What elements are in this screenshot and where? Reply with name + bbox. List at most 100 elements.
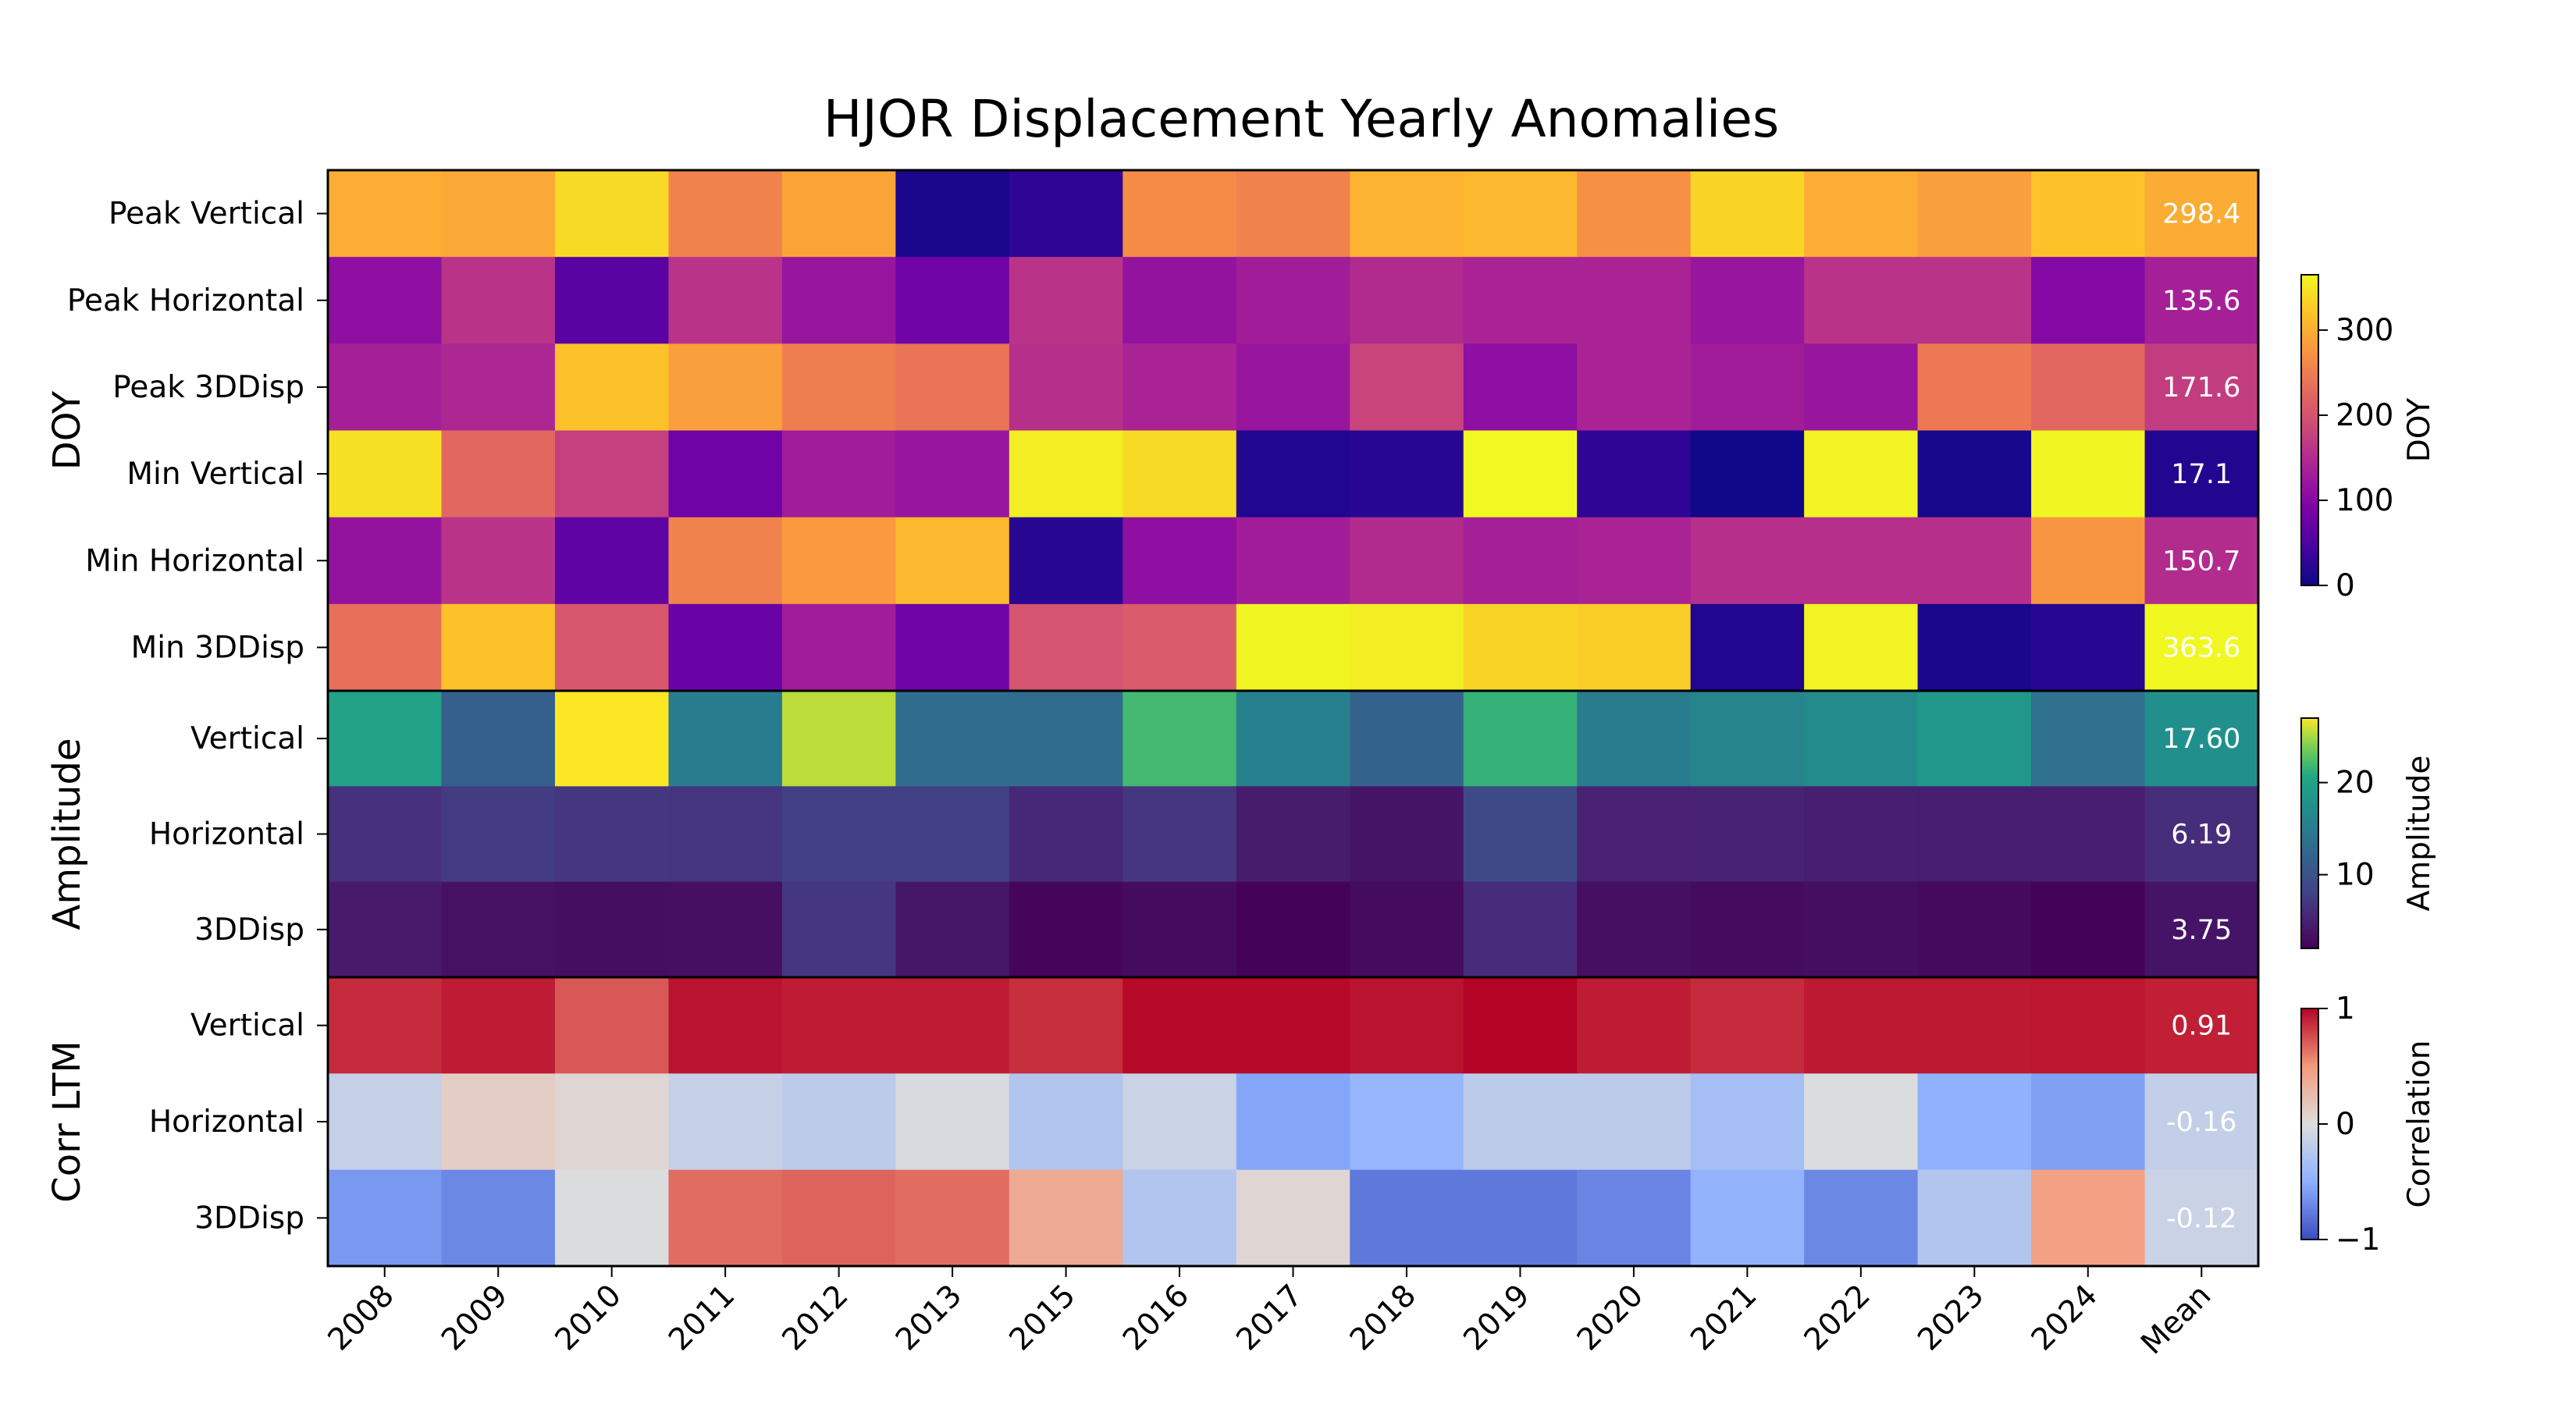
cell-doy-min-horizontal-2020 (1577, 517, 1692, 605)
cell-corr-ltm-3ddisp-2009 (441, 1169, 556, 1267)
cell-corr-ltm-vertical-2021 (1690, 977, 1805, 1074)
colorbar-label-corr-ltm: Correlation (2402, 1040, 2437, 1208)
cell-doy-peak-horizontal-mean (2144, 257, 2259, 344)
cell-corr-ltm-3ddisp-2010 (554, 1169, 670, 1267)
cell-doy-peak-vertical-2013 (895, 170, 1010, 258)
x-tick-label-2011: 2011 (662, 1278, 742, 1357)
mean-label-amplitude-horizontal: 6.19 (2171, 820, 2232, 851)
cell-amplitude-vertical-2022 (1804, 691, 1919, 787)
cell-doy-peak-horizontal-2024 (2031, 257, 2146, 344)
cell-doy-min-vertical-2016 (1123, 430, 1237, 518)
cell-corr-ltm-vertical-2010 (554, 977, 670, 1074)
cell-doy-min-vertical-2017 (1236, 430, 1350, 518)
colorbars: 0 100 200 300 DOY 10 20 Amplitude −1 0 1 Correlatio… (2300, 274, 2437, 1257)
cell-doy-min-3ddisp-2024 (2031, 603, 2146, 692)
cell-corr-ltm-3ddisp-2024 (2031, 1169, 2146, 1267)
colorbar-amplitude (2300, 717, 2319, 949)
cell-corr-ltm-3ddisp-2017 (1236, 1169, 1350, 1267)
cell-amplitude-horizontal-2021 (1690, 786, 1805, 883)
cell-amplitude-horizontal-2023 (1917, 786, 2032, 883)
cell-doy-min-horizontal-2013 (895, 517, 1010, 605)
cell-amplitude-horizontal-2011 (668, 786, 783, 883)
x-tick-label-2008: 2008 (322, 1278, 401, 1357)
cell-doy-peak-vertical-2022 (1804, 170, 1919, 258)
cell-doy-peak-3ddisp-mean (2144, 343, 2259, 432)
row-label-amplitude-horizontal: Horizontal (149, 817, 304, 852)
mean-label-amplitude-3ddisp: 3.75 (2171, 915, 2232, 946)
cell-amplitude-horizontal-2013 (895, 786, 1010, 883)
colorbar-corr-ltm (2300, 1008, 2319, 1240)
cell-doy-min-horizontal-2017 (1236, 517, 1350, 605)
group-label-amplitude: Amplitude (45, 738, 89, 930)
cell-doy-min-horizontal-2022 (1804, 517, 1919, 605)
x-tick-label-2013: 2013 (889, 1278, 969, 1357)
cell-corr-ltm-horizontal-2009 (441, 1073, 556, 1171)
row-label-amplitude-3ddisp: 3DDisp (194, 912, 304, 948)
cell-corr-ltm-horizontal-2023 (1917, 1073, 2032, 1171)
cell-amplitude-horizontal-2017 (1236, 786, 1350, 883)
cell-amplitude-vertical-2012 (781, 691, 896, 787)
x-tick-label-2016: 2016 (1116, 1278, 1196, 1357)
cell-corr-ltm-vertical-2024 (2031, 977, 2146, 1074)
cell-doy-peak-horizontal-2020 (1577, 257, 1692, 344)
cell-doy-peak-3ddisp-2019 (1463, 343, 1578, 432)
cell-doy-min-vertical-2010 (554, 430, 670, 518)
cell-corr-ltm-horizontal-2017 (1236, 1073, 1350, 1171)
cell-doy-peak-horizontal-2010 (554, 257, 670, 344)
cell-doy-peak-horizontal-2008 (328, 257, 443, 344)
x-tick-label-2009: 2009 (435, 1278, 514, 1357)
cell-doy-peak-vertical-2017 (1236, 170, 1350, 258)
cell-corr-ltm-vertical-2020 (1577, 977, 1692, 1074)
cell-corr-ltm-horizontal-2021 (1690, 1073, 1805, 1171)
cell-amplitude-vertical-2019 (1463, 691, 1578, 787)
cell-doy-min-horizontal-2008 (328, 517, 443, 605)
row-label-doy-peak-3ddisp: Peak 3DDisp (112, 370, 304, 405)
colorbar-tick-label-corr-ltm-1: 0 (2336, 1107, 2355, 1142)
cell-doy-peak-vertical-2018 (1350, 170, 1464, 258)
cell-corr-ltm-vertical-2008 (328, 977, 443, 1074)
x-tick-label-2022: 2022 (1798, 1278, 1877, 1357)
cell-doy-min-3ddisp-mean (2144, 603, 2259, 692)
cell-doy-peak-horizontal-2011 (668, 257, 783, 344)
cell-doy-peak-horizontal-2023 (1917, 257, 2032, 344)
row-label-doy-min-horizontal: Min Horizontal (85, 543, 304, 578)
cell-doy-peak-vertical-2008 (328, 170, 443, 258)
cell-corr-ltm-horizontal-2010 (554, 1073, 670, 1171)
cell-doy-min-3ddisp-2019 (1463, 603, 1578, 692)
cell-doy-min-3ddisp-2021 (1690, 603, 1805, 692)
cell-doy-min-3ddisp-2017 (1236, 603, 1350, 692)
cell-corr-ltm-3ddisp-2019 (1463, 1169, 1578, 1267)
cell-amplitude-vertical-2024 (2031, 691, 2146, 787)
cell-doy-peak-horizontal-2015 (1009, 257, 1123, 344)
cell-doy-min-vertical-mean (2144, 430, 2259, 518)
cell-doy-peak-3ddisp-2023 (1917, 343, 2032, 432)
group-label-corr-ltm: Corr LTM (45, 1040, 89, 1203)
cell-doy-peak-horizontal-2009 (441, 257, 556, 344)
cell-corr-ltm-vertical-2012 (781, 977, 896, 1074)
cell-corr-ltm-vertical-2013 (895, 977, 1010, 1074)
row-labels: Peak Vertical Peak Horizontal Peak 3DDisp M… (67, 197, 328, 1236)
cell-doy-peak-horizontal-2013 (895, 257, 1010, 344)
cell-doy-min-3ddisp-2023 (1917, 603, 2032, 692)
cell-amplitude-3ddisp-2018 (1350, 881, 1464, 978)
cell-doy-peak-3ddisp-2021 (1690, 343, 1805, 432)
cell-amplitude-horizontal-2018 (1350, 786, 1464, 883)
cell-doy-peak-vertical-2011 (668, 170, 783, 258)
cell-corr-ltm-vertical-mean (2144, 977, 2259, 1074)
cell-amplitude-vertical-2010 (554, 691, 670, 787)
cell-amplitude-horizontal-2019 (1463, 786, 1578, 883)
cell-doy-peak-horizontal-2019 (1463, 257, 1578, 344)
cell-corr-ltm-horizontal-2024 (2031, 1073, 2146, 1171)
cell-doy-peak-vertical-2019 (1463, 170, 1578, 258)
cell-amplitude-horizontal-2024 (2031, 786, 2146, 883)
cell-doy-min-horizontal-2019 (1463, 517, 1578, 605)
mean-label-corr-ltm-3ddisp: -0.12 (2166, 1203, 2237, 1234)
cell-doy-peak-3ddisp-2008 (328, 343, 443, 432)
cell-doy-peak-vertical-2023 (1917, 170, 2032, 258)
cell-corr-ltm-horizontal-2016 (1123, 1073, 1237, 1171)
cell-amplitude-3ddisp-2020 (1577, 881, 1692, 978)
cell-doy-peak-3ddisp-2018 (1350, 343, 1464, 432)
cell-corr-ltm-3ddisp-2023 (1917, 1169, 2032, 1267)
cell-doy-peak-3ddisp-2013 (895, 343, 1010, 432)
